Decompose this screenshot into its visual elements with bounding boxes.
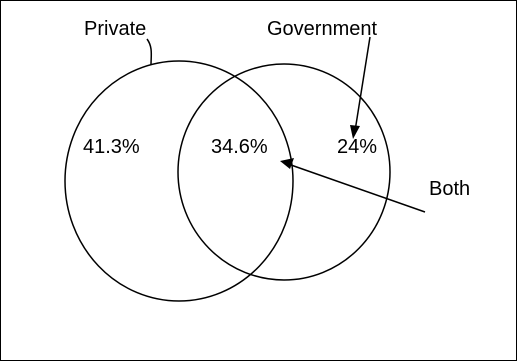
government-arrowhead [350,125,360,139]
private-circle [64,60,294,302]
private-label: Private [84,18,146,40]
government-arrow-line [354,36,371,132]
both-label: Both [429,178,470,200]
government-only-value: 24% [337,136,377,158]
private-leader-line [146,38,153,66]
both-value: 34.6% [211,136,268,158]
both-arrowhead [280,158,294,169]
government-label: Government [267,18,377,40]
private-only-value: 41.3% [83,136,140,158]
both-arrow-line [290,164,426,213]
government-circle [177,63,391,281]
